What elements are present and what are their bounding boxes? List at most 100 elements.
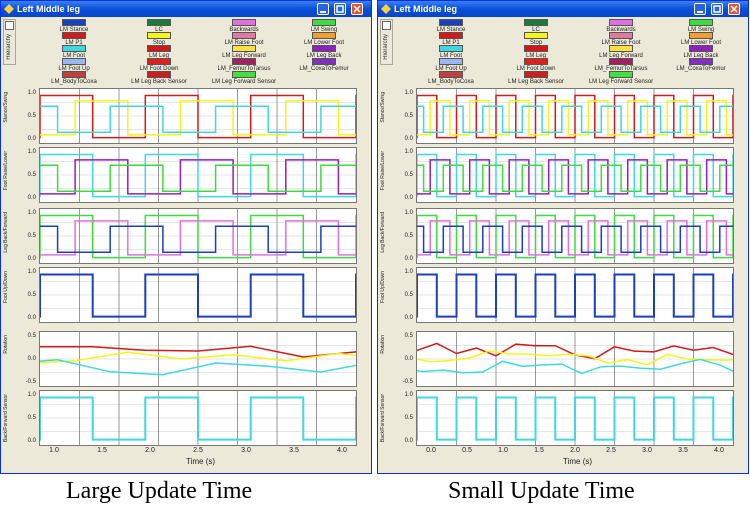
- legend-item[interactable]: LM Leg Forward: [586, 45, 656, 59]
- title-bar[interactable]: Left Middle leg: [378, 1, 748, 17]
- legend-label: LM Stance: [59, 27, 89, 33]
- y-axis-label: Foot Raise/Lower: [380, 151, 386, 191]
- legend-label: LM Leg Forward: [222, 53, 266, 59]
- legend-item[interactable]: LM Foot Down: [501, 58, 571, 72]
- y-tick-label: 0.5: [404, 172, 413, 178]
- legend-label: LM Raise Foot: [601, 40, 641, 46]
- legend-swatch: [609, 45, 633, 52]
- legend-item[interactable]: LM_FemurToTarsus: [586, 58, 656, 72]
- y-tick-label: 0.5: [27, 415, 36, 421]
- legend-item[interactable]: LM Leg Back Sensor: [501, 71, 571, 85]
- legend-item[interactable]: LM Leg Forward Sensor: [209, 71, 279, 85]
- legend-item[interactable]: LM Foot: [39, 45, 109, 59]
- legend-item[interactable]: LM_FemurToTarsus: [209, 58, 279, 72]
- legend-swatch: [62, 71, 86, 78]
- legend-item[interactable]: LM Leg Forward: [209, 45, 279, 59]
- legend-item[interactable]: LC: [124, 19, 194, 33]
- legend-item[interactable]: LM Leg: [124, 45, 194, 59]
- legend-item[interactable]: LM Lower Foot: [666, 32, 736, 46]
- legend-label: LM Swing: [310, 27, 338, 33]
- legend-item[interactable]: LM Leg Back Sensor: [124, 71, 194, 85]
- minimize-button[interactable]: [694, 3, 706, 15]
- legend-item[interactable]: LM_CoxaToFemur: [289, 58, 359, 72]
- x-tick-label: 1.5: [534, 447, 544, 454]
- signal-trace: [40, 359, 356, 376]
- y-tick-label: 1.0: [27, 90, 36, 96]
- x-tick-label: 1.0: [49, 447, 59, 454]
- legend-label: LM Leg Back Sensor: [508, 79, 564, 85]
- legend-item[interactable]: LM Leg: [501, 45, 571, 59]
- legend-swatch: [62, 32, 86, 39]
- legend-item[interactable]: LM Raise Foot: [586, 32, 656, 46]
- legend-item[interactable]: LM_CoxaToFemur: [666, 58, 736, 72]
- plot-canvas: [40, 209, 356, 263]
- legend-item[interactable]: LM_BodyToCoxa: [39, 71, 109, 85]
- legend-item[interactable]: LM Foot Down: [124, 58, 194, 72]
- y-tick-label: 0.5: [27, 333, 36, 339]
- plot-panel: [416, 88, 734, 144]
- y-axis-label: Back/Forward Sensor: [3, 394, 9, 443]
- legend-item[interactable]: LM Foot Up: [39, 58, 109, 72]
- legend-item[interactable]: LM Swing: [289, 19, 359, 33]
- legend-item[interactable]: LM Stance: [39, 19, 109, 33]
- signal-trace: [417, 342, 733, 360]
- legend-swatch: [232, 45, 256, 52]
- legend-item[interactable]: Stop: [501, 32, 571, 46]
- legend-label: LM Foot Down: [139, 66, 179, 72]
- y-tick-label: 0.0: [404, 136, 413, 142]
- legend-swatch: [312, 32, 336, 39]
- plot-panel: [39, 267, 357, 323]
- hierarchy-tab[interactable]: Hierarchy: [3, 19, 16, 65]
- legend-item[interactable]: LM Swing: [666, 19, 736, 33]
- x-tick-label: 2.5: [193, 447, 203, 454]
- legend-item[interactable]: LM Leg Back: [666, 45, 736, 59]
- y-axis-label: Rotation: [380, 335, 386, 354]
- close-button[interactable]: [351, 3, 363, 15]
- legend-item[interactable]: LM_BodyToCoxa: [416, 71, 486, 85]
- signal-trace: [417, 164, 733, 192]
- legend-item[interactable]: LM Foot Up: [416, 58, 486, 72]
- legend-item[interactable]: LC: [501, 19, 571, 33]
- legend-item[interactable]: Backwards: [209, 19, 279, 33]
- legend-swatch: [232, 32, 256, 39]
- app-icon: [381, 4, 391, 14]
- maximize-button[interactable]: [711, 3, 723, 15]
- y-tick-label: 0.0: [27, 356, 36, 362]
- plot-canvas: [417, 268, 733, 322]
- plot-panel: [416, 331, 734, 387]
- signal-trace: [417, 105, 733, 133]
- legend-item[interactable]: LM P1: [39, 32, 109, 46]
- plot-canvas: [40, 268, 356, 322]
- legend-label: LM Leg Forward Sensor: [211, 79, 277, 85]
- legend-item[interactable]: LM Raise Foot: [209, 32, 279, 46]
- legend-item[interactable]: LM Leg Back: [289, 45, 359, 59]
- legend-item[interactable]: LM Stance: [416, 19, 486, 33]
- legend-item[interactable]: LM Lower Foot: [289, 32, 359, 46]
- window-small-update: Left Middle leg Hierarchy LM Stance LC Bac…: [377, 0, 749, 474]
- maximize-button[interactable]: [334, 3, 346, 15]
- window-title: Left Middle leg: [17, 4, 80, 14]
- legend-swatch: [312, 45, 336, 52]
- legend-item[interactable]: LM Foot: [416, 45, 486, 59]
- hierarchy-tab[interactable]: Hierarchy: [380, 19, 393, 65]
- legend-item[interactable]: LM P1: [416, 32, 486, 46]
- close-button[interactable]: [728, 3, 740, 15]
- legend-label: LM Leg Back Sensor: [131, 79, 187, 85]
- legend-label: LM Leg Forward Sensor: [588, 79, 654, 85]
- signal-trace: [417, 225, 733, 253]
- legend-swatch: [147, 19, 171, 26]
- minimize-button[interactable]: [317, 3, 329, 15]
- legend-label: LM Leg: [148, 53, 169, 59]
- legend-swatch: [689, 58, 713, 65]
- window-title: Left Middle leg: [394, 4, 457, 14]
- y-axis-label: Stance/Swing: [3, 92, 9, 123]
- x-tick-label: 2.5: [606, 447, 616, 454]
- legend-item[interactable]: LM Leg Forward Sensor: [586, 71, 656, 85]
- plot-panel: [416, 390, 734, 446]
- legend-item[interactable]: Backwards: [586, 19, 656, 33]
- signal-trace: [417, 350, 733, 366]
- legend-item[interactable]: Stop: [124, 32, 194, 46]
- title-bar[interactable]: Left Middle leg: [1, 1, 371, 17]
- x-tick-label: 0.0: [426, 447, 436, 454]
- y-tick-label: 0.5: [27, 292, 36, 298]
